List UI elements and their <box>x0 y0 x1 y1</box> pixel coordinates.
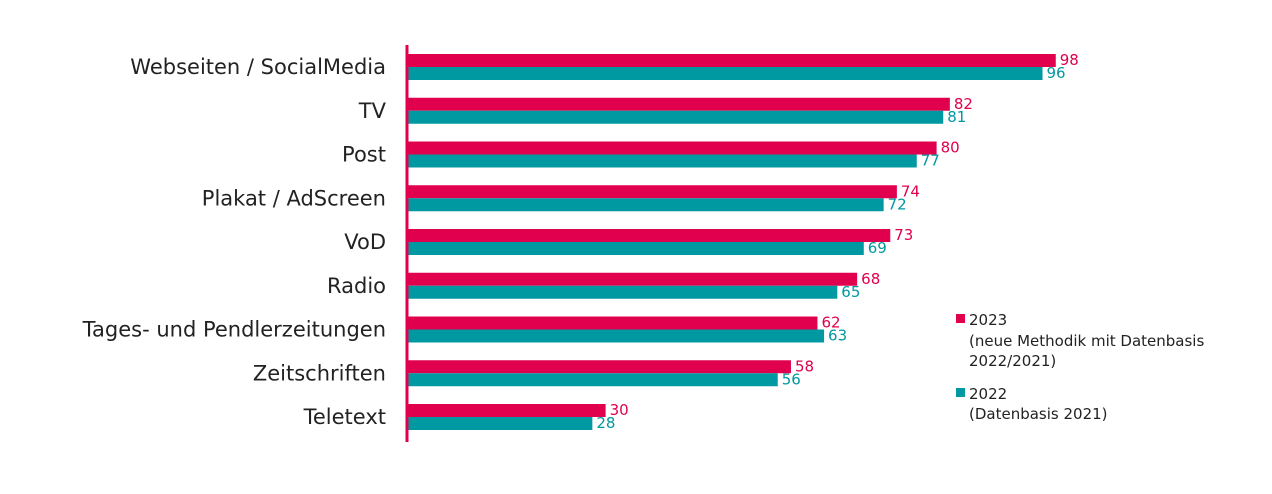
value-label-2023: 68 <box>861 270 880 288</box>
bar-2023 <box>407 54 1056 67</box>
bars-layer <box>407 54 1056 430</box>
bar-2022 <box>407 242 864 255</box>
bar-2022 <box>407 67 1043 80</box>
bar-2022 <box>407 329 825 343</box>
legend: 2023 (neue Methodik mit Datenbasis 2022/… <box>956 311 1204 423</box>
legend-item-2022: 2022 (Datenbasis 2021) <box>956 385 1108 423</box>
legend-label-2022: 2022 <box>969 385 1007 403</box>
bar-2022 <box>407 198 884 212</box>
bar-2023 <box>407 316 818 330</box>
bar-2023 <box>407 360 791 374</box>
value-label-2022: 69 <box>868 239 887 257</box>
legend-label-2023: 2023 <box>969 311 1007 329</box>
value-label-2023: 80 <box>941 139 960 157</box>
category-label: Post <box>342 143 386 167</box>
bar-2023 <box>407 404 606 417</box>
category-label: Zeitschriften <box>253 361 386 385</box>
value-label-2022: 28 <box>596 414 615 432</box>
value-label-2022: 96 <box>1047 64 1066 82</box>
bar-2022 <box>407 154 917 168</box>
bar-2022 <box>407 373 778 387</box>
category-label: Radio <box>327 274 386 298</box>
bar-2023 <box>407 97 950 111</box>
value-label-2023: 30 <box>610 401 629 419</box>
bar-2023 <box>407 229 891 242</box>
value-label-2022: 65 <box>841 283 860 301</box>
value-label-2022: 77 <box>921 152 940 170</box>
value-label-2022: 81 <box>947 108 966 126</box>
legend-swatch-2023 <box>956 314 965 323</box>
value-label-2023: 62 <box>821 314 840 332</box>
legend-note-2023-line2: 2022/2021) <box>969 352 1056 370</box>
value-label-2023: 73 <box>894 226 913 244</box>
value-label-2022: 56 <box>782 370 801 388</box>
bar-2022 <box>407 417 593 430</box>
bar-2022 <box>407 110 944 124</box>
legend-item-2023: 2023 (neue Methodik mit Datenbasis 2022/… <box>956 311 1204 370</box>
bar-2022 <box>407 285 838 299</box>
value-label-2023: 82 <box>954 95 973 113</box>
legend-note-2022: (Datenbasis 2021) <box>969 405 1108 423</box>
bar-2023 <box>407 185 897 199</box>
category-label: VoD <box>344 230 386 254</box>
category-label: Tages- und Pendlerzeitungen <box>82 318 386 342</box>
value-label-2023: 98 <box>1060 51 1079 69</box>
category-label: Webseiten / SocialMedia <box>130 55 386 79</box>
category-label: Teletext <box>303 405 386 429</box>
value-label-2022: 72 <box>888 195 907 213</box>
legend-swatch-2022 <box>956 388 965 397</box>
category-label: Plakat / AdScreen <box>202 186 386 210</box>
category-label: TV <box>358 99 387 123</box>
bar-2023 <box>407 272 858 286</box>
bar-2023 <box>407 141 937 155</box>
value-label-2023: 58 <box>795 357 814 375</box>
legend-note-2023-line1: (neue Methodik mit Datenbasis <box>969 332 1204 350</box>
value-label-2022: 63 <box>828 327 847 345</box>
value-label-2023: 74 <box>901 182 920 200</box>
